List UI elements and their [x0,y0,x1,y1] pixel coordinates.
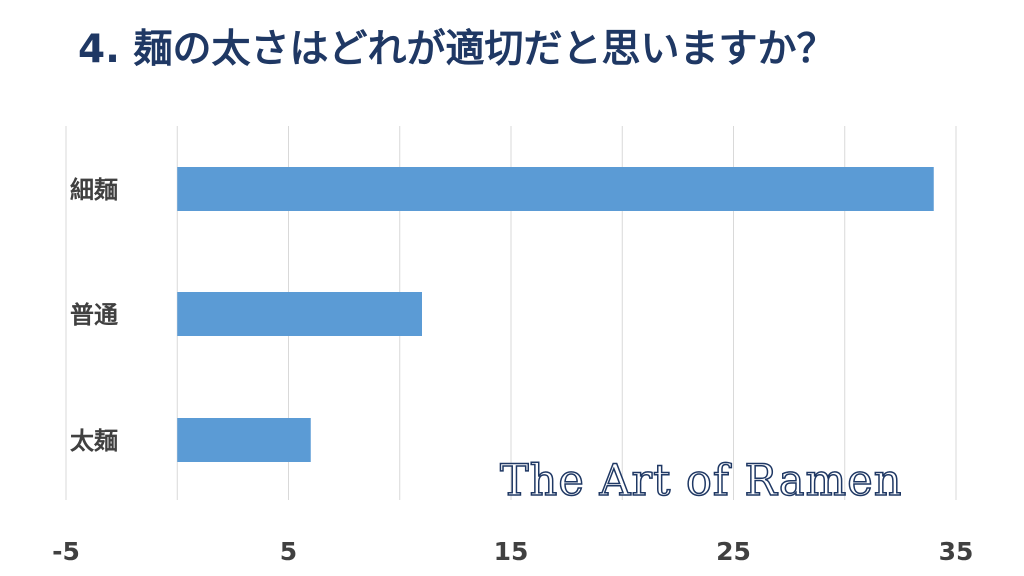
watermark-logo-text: The Art of Ramen [499,455,903,507]
chart-title: 4. 麺の太さはどれが適切だと思いますか？ [78,27,836,72]
x-tick-label: 35 [939,537,974,566]
category-label: 太麺 [70,427,118,455]
category-label: 細麺 [70,176,118,204]
x-tick-label: 5 [280,537,297,566]
x-tick-labels: -5 5 15 25 35 [52,537,973,566]
x-tick-label: 25 [716,537,751,566]
bar-1 [177,167,934,211]
x-tick-label: 15 [494,537,529,566]
bar-3 [177,418,311,462]
category-label: 普通 [70,301,118,329]
bars [177,167,934,462]
bar-2 [177,292,422,336]
x-tick-label: -5 [52,537,80,566]
